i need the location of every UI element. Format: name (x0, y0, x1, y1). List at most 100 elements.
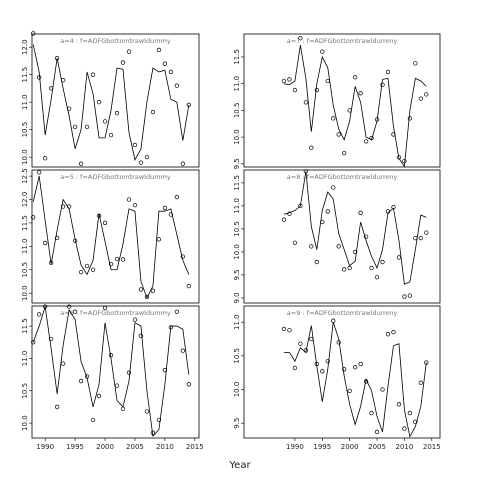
data-point (120, 257, 126, 262)
data-point (37, 75, 42, 80)
x-tick-label: 2015 (423, 443, 441, 451)
data-point (90, 72, 96, 77)
data-point (281, 217, 287, 222)
data-point (168, 69, 174, 75)
data-point (396, 255, 402, 260)
data-point (391, 132, 396, 137)
data-point (314, 361, 319, 367)
data-point (369, 136, 374, 141)
y-tick-label: 10.0 (21, 149, 29, 165)
data-point (352, 249, 358, 255)
data-point (309, 244, 314, 249)
data-point (325, 209, 330, 214)
data-point (138, 333, 144, 338)
y-tick-label: 11.5 (21, 318, 29, 334)
data-point (336, 340, 341, 345)
data-point (385, 209, 391, 214)
x-tick-label: 2010 (395, 443, 413, 451)
data-point (407, 293, 413, 298)
data-point (66, 304, 72, 309)
y-tick-label: 10.5 (233, 348, 241, 364)
y-tick-label: 10.0 (233, 244, 241, 260)
data-point (424, 360, 429, 365)
data-point (325, 359, 330, 364)
data-point (309, 145, 314, 150)
fit-line (283, 171, 427, 285)
data-point (363, 234, 369, 239)
data-point (402, 294, 407, 299)
data-point (72, 238, 78, 243)
data-point (303, 169, 309, 174)
data-point (168, 212, 174, 217)
data-point (314, 87, 319, 93)
data-point (144, 294, 150, 300)
data-point (385, 69, 391, 75)
data-point (84, 374, 90, 379)
data-point (162, 61, 168, 66)
x-tick-label: 2005 (126, 443, 144, 451)
data-point (78, 161, 84, 166)
data-point (342, 367, 347, 372)
data-point (418, 96, 423, 101)
data-point (347, 388, 352, 394)
panel-title: a=7 : f=ADFGbottomtrawldummy (287, 37, 398, 45)
data-point (320, 49, 325, 54)
data-point (31, 340, 36, 345)
fit-line (283, 45, 427, 168)
data-point (108, 261, 114, 267)
data-point (396, 402, 402, 407)
data-point (298, 36, 303, 41)
data-point (162, 367, 168, 373)
data-point (90, 417, 96, 423)
y-tick-label: 10.5 (21, 262, 29, 278)
panel-title: a=8 : f=ADFGbottomtrawldummy (287, 173, 398, 181)
x-tick-label: 1995 (66, 443, 84, 451)
data-point (114, 256, 120, 262)
data-point (54, 404, 60, 410)
data-point (287, 77, 292, 82)
data-point (363, 379, 369, 384)
data-point (342, 150, 347, 156)
data-point (303, 348, 309, 353)
data-point (162, 205, 168, 211)
data-point (281, 78, 287, 84)
y-tick-label: 11.5 (233, 175, 241, 191)
data-point (49, 86, 54, 91)
data-point (396, 155, 402, 160)
data-point (126, 197, 132, 202)
data-point (43, 156, 48, 161)
data-point (287, 211, 292, 216)
data-point (385, 332, 391, 337)
y-tick-label: 10.0 (21, 285, 29, 301)
y-tick-label: 9.5 (233, 418, 241, 429)
data-point (31, 31, 36, 36)
x-axis-label: Year (228, 460, 251, 471)
y-tick-label: 11.0 (21, 94, 29, 110)
y-tick-label: 11.5 (21, 67, 29, 83)
data-point (72, 124, 78, 130)
data-point (37, 312, 42, 317)
data-point (174, 309, 180, 314)
data-point (132, 142, 138, 148)
data-point (374, 275, 380, 280)
data-point (108, 132, 114, 138)
y-tick-label: 10.5 (21, 122, 29, 138)
fit-line (32, 306, 190, 437)
data-point (180, 348, 185, 353)
data-point (132, 317, 138, 322)
panel-frame (243, 305, 441, 439)
data-point (342, 267, 347, 272)
data-point (120, 406, 126, 412)
x-tick-label: 2015 (186, 443, 204, 451)
data-point (407, 410, 413, 416)
y-tick-label: 11.0 (233, 314, 241, 330)
data-point (108, 353, 114, 358)
data-point (78, 378, 84, 384)
y-tick-label: 10.0 (21, 415, 29, 431)
panel-title: a=6 : f=ADFGbottomtrawldummy (60, 309, 171, 317)
data-point (380, 259, 385, 265)
data-point (156, 47, 162, 53)
y-tick-label: 11.5 (21, 215, 29, 231)
panel-frame (31, 305, 200, 439)
